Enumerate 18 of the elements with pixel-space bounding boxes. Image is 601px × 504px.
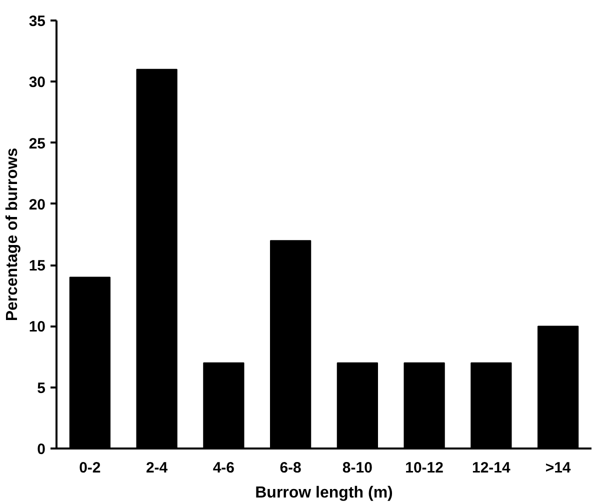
- y-tick-label: 25: [28, 135, 46, 152]
- x-tick-label: 2-4: [146, 460, 168, 476]
- x-axis-title: Burrow length (m): [255, 484, 393, 502]
- x-tick-label: 6-8: [280, 460, 302, 476]
- y-tick-label: 30: [28, 74, 46, 92]
- y-tick-label: 5: [37, 380, 46, 397]
- y-tick-label: 0: [37, 441, 46, 458]
- y-tick-label: 20: [28, 196, 46, 214]
- x-tick-label: 12-14: [472, 460, 512, 476]
- x-tick-label: >14: [545, 460, 572, 476]
- y-tick-label: 35: [28, 13, 46, 30]
- x-tick-label: 4-6: [212, 460, 235, 476]
- x-tick-label: 10-12: [405, 460, 444, 476]
- y-tick-label: 10: [28, 318, 46, 336]
- y-axis-title: Percentage of burrows: [4, 148, 21, 322]
- x-tick-label: 8-10: [342, 460, 372, 476]
- x-tick-label: 0-2: [79, 460, 101, 476]
- y-tick-label: 15: [28, 258, 46, 275]
